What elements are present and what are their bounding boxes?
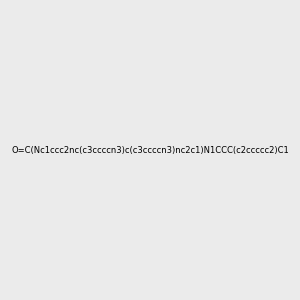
Text: O=C(Nc1ccc2nc(c3ccccn3)c(c3ccccn3)nc2c1)N1CCC(c2ccccc2)C1: O=C(Nc1ccc2nc(c3ccccn3)c(c3ccccn3)nc2c1)… — [11, 146, 289, 154]
